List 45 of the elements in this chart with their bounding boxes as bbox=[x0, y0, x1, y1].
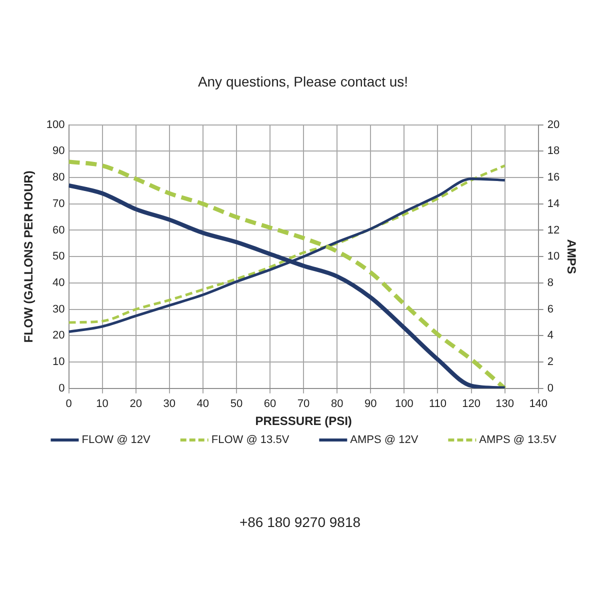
x-tick-label: 40 bbox=[196, 398, 210, 410]
y-tick-label: 10 bbox=[52, 356, 65, 368]
y2-tick-label: 2 bbox=[547, 356, 554, 368]
y2-axis-title: AMPS bbox=[564, 239, 578, 274]
x-tick-label: 50 bbox=[230, 398, 243, 410]
x-tick-label: 70 bbox=[297, 398, 310, 410]
y-tick-label: 0 bbox=[58, 382, 65, 394]
y-tick-label: 50 bbox=[52, 250, 65, 263]
x-tick-label: 90 bbox=[364, 398, 377, 410]
legend-label: FLOW @ 12V bbox=[82, 434, 152, 446]
x-tick-label: 10 bbox=[96, 398, 108, 410]
y-tick-label: 70 bbox=[52, 198, 65, 210]
legend-label: FLOW @ 13.5V bbox=[211, 434, 290, 446]
y-axis-title: FLOW (GALLONS PER HOUR) bbox=[22, 170, 36, 343]
y-tick-label: 40 bbox=[52, 276, 65, 289]
y-tick-label: 30 bbox=[52, 303, 65, 316]
y2-tick-label: 4 bbox=[547, 330, 554, 342]
y-tick-label: 20 bbox=[52, 330, 65, 342]
y-tick-label: 100 bbox=[46, 118, 65, 131]
legend-label: AMPS @ 12V bbox=[350, 434, 419, 446]
y2-tick-label: 6 bbox=[547, 303, 554, 316]
x-tick-label: 80 bbox=[330, 398, 344, 410]
x-tick-label: 20 bbox=[130, 398, 142, 410]
x-tick-label: 120 bbox=[462, 398, 480, 410]
y2-tick-label: 20 bbox=[547, 118, 560, 131]
y2-tick-label: 0 bbox=[547, 382, 554, 394]
legend-label: AMPS @ 13.5V bbox=[479, 434, 558, 446]
y2-tick-label: 14 bbox=[547, 198, 560, 210]
text: +86 180 9270 9818 bbox=[239, 514, 361, 530]
x-tick-label: 100 bbox=[395, 398, 414, 410]
y2-tick-label: 12 bbox=[547, 224, 560, 236]
y-tick-label: 60 bbox=[52, 224, 65, 236]
y2-tick-label: 18 bbox=[547, 145, 560, 158]
y-tick-label: 90 bbox=[52, 145, 65, 158]
y2-tick-label: 16 bbox=[547, 172, 560, 184]
x-tick-label: 140 bbox=[529, 398, 548, 410]
x-axis-title: PRESSURE (PSI) bbox=[255, 414, 352, 428]
y2-tick-label: 10 bbox=[547, 250, 560, 263]
y2-tick-label: 8 bbox=[547, 276, 554, 289]
x-tick-label: 130 bbox=[496, 398, 514, 410]
chart-title: Any questions, Please contact us! bbox=[198, 73, 408, 90]
y-tick-label: 80 bbox=[52, 172, 65, 184]
x-tick-label: 110 bbox=[428, 398, 447, 410]
x-tick-label: 60 bbox=[264, 398, 276, 410]
x-tick-label: 30 bbox=[163, 398, 176, 410]
